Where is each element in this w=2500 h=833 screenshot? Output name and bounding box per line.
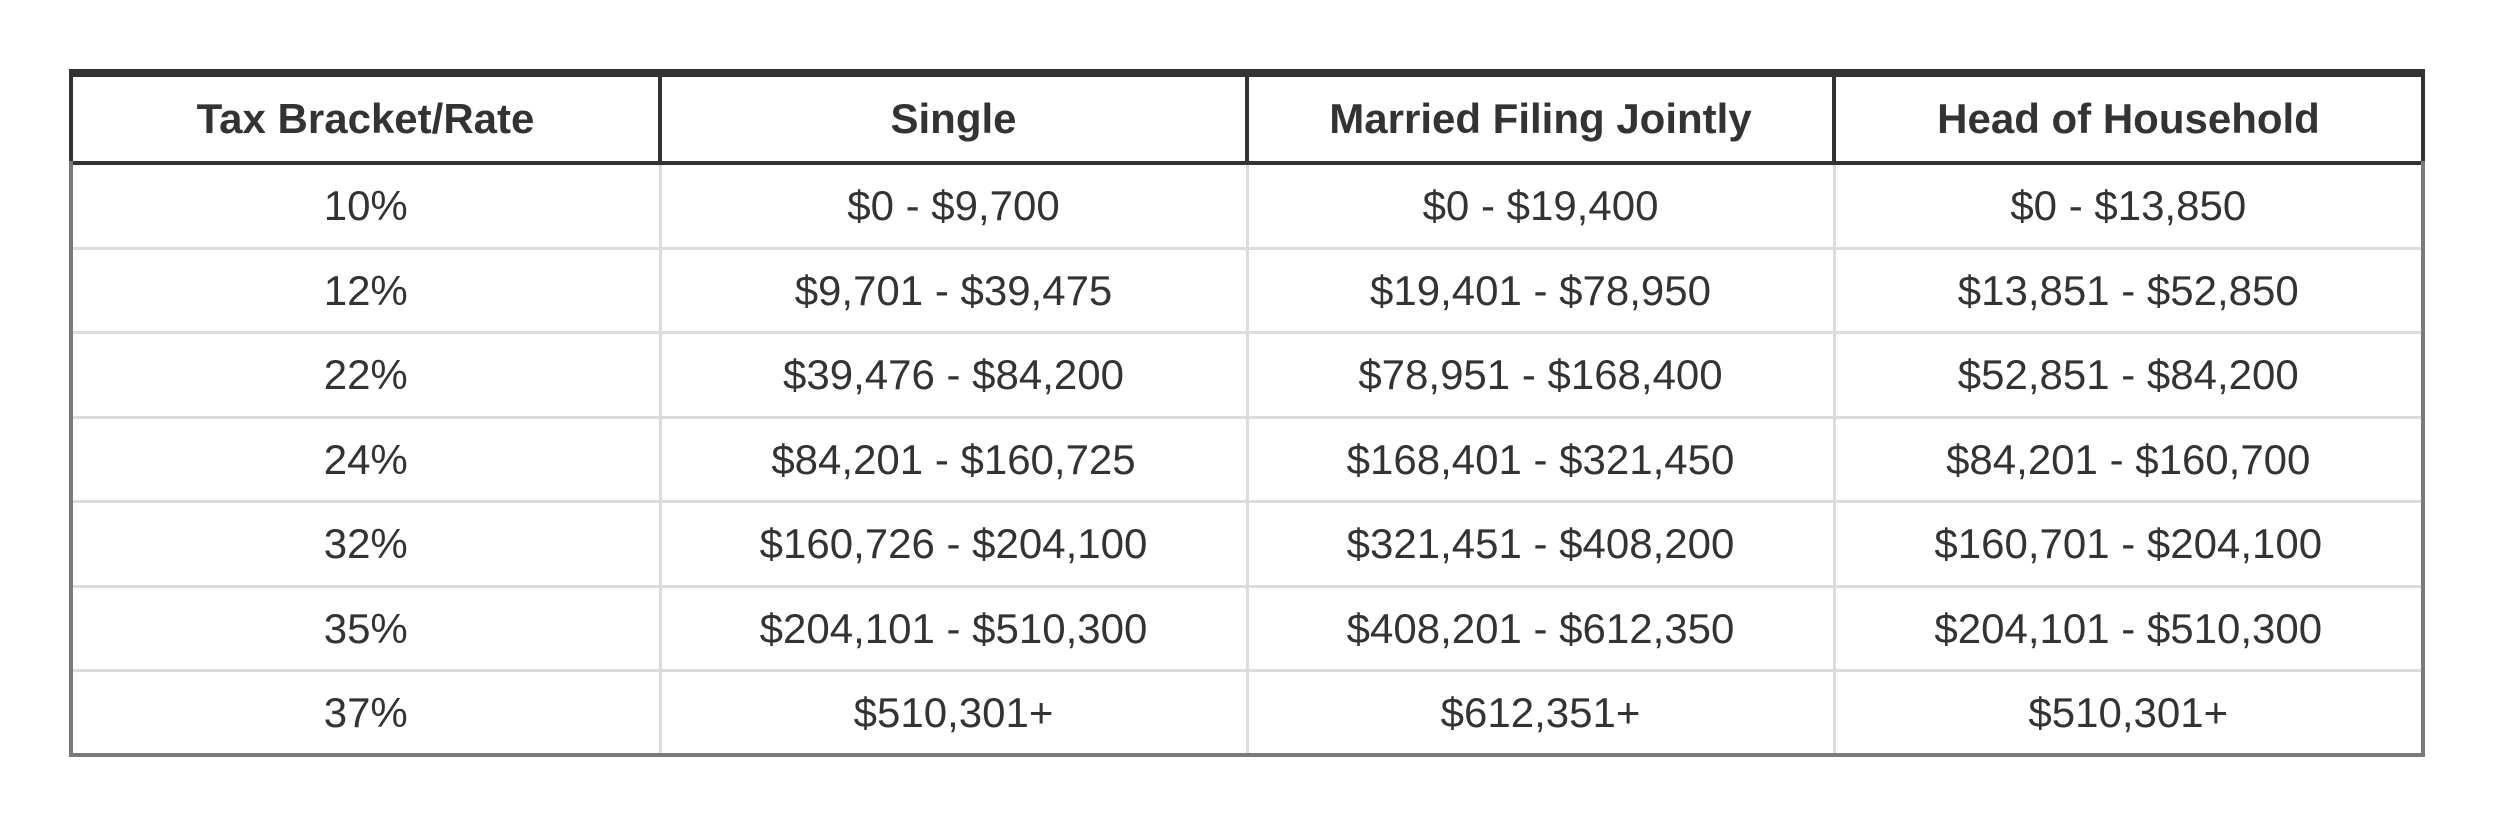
table-row: 24% $84,201 - $160,725 $168,401 - $321,4… [73,417,2421,504]
header-top-border [69,69,2425,73]
rate-cell: 12% [73,248,662,335]
head-of-household-cell: $510,301+ [2028,688,2229,736]
header-row: Tax Bracket/Rate Single Married Filing J… [73,73,2421,165]
header-single: Single [658,73,1249,165]
married-cell: $78,951 - $168,400 [1247,332,1836,419]
single-cell: $204,101 - $510,300 [660,586,1249,673]
head-of-household-cell: $13,851 - $52,850 [1834,248,2421,335]
header-tax-bracket-rate: Tax Bracket/Rate [73,73,662,165]
rate-cell: 10% [73,163,662,250]
single-cell: $9,701 - $39,475 [660,248,1249,335]
married-cell: $408,201 - $612,350 [1247,586,1836,673]
rate-cell: 24% [73,417,662,504]
table-row: 35% $204,101 - $510,300 $408,201 - $612,… [73,586,2421,673]
table-row: 32% $160,726 - $204,100 $321,451 - $408,… [73,501,2421,588]
table-row: 22% $39,476 - $84,200 $78,951 - $168,400… [73,332,2421,419]
married-cell: $19,401 - $78,950 [1247,248,1836,335]
head-of-household-cell: $160,701 - $204,100 [1834,501,2421,588]
rate-cell: 22% [73,332,662,419]
single-cell: $84,201 - $160,725 [660,417,1249,504]
married-cell: $168,401 - $321,450 [1247,417,1836,504]
rate-cell: 35% [73,586,662,673]
header-head-of-household: Head of Household [1832,73,2421,165]
rate-cell: 32% [73,501,662,588]
head-of-household-cell: $0 - $13,850 [1834,163,2421,250]
tax-bracket-table: Tax Bracket/Rate Single Married Filing J… [73,73,2421,753]
head-of-household-cell: $84,201 - $160,700 [1834,417,2421,504]
married-cell: $321,451 - $408,200 [1247,501,1836,588]
head-of-household-cell: $204,101 - $510,300 [1834,586,2421,673]
table-row: 10% $0 - $9,700 $0 - $19,400 $0 - $13,85… [73,163,2421,250]
married-cell: $612,351+ [1247,670,1836,753]
tax-bracket-table-container: Tax Bracket/Rate Single Married Filing J… [69,69,2425,757]
single-cell: $510,301+ [660,670,1249,753]
married-cell: $0 - $19,400 [1247,163,1836,250]
header-left-border [69,69,73,161]
header-married-filing-jointly: Married Filing Jointly [1245,73,1836,165]
single-cell: $160,726 - $204,100 [660,501,1249,588]
table-row: 37% $510,301+ $612,351+ $510,301+ [73,670,2421,753]
table-row: 12% $9,701 - $39,475 $19,401 - $78,950 $… [73,248,2421,335]
single-cell: $39,476 - $84,200 [660,332,1249,419]
single-cell: $0 - $9,700 [660,163,1249,250]
head-of-household-cell: $52,851 - $84,200 [1834,332,2421,419]
header-right-border [2421,69,2425,161]
rate-cell: 37% [73,670,662,753]
